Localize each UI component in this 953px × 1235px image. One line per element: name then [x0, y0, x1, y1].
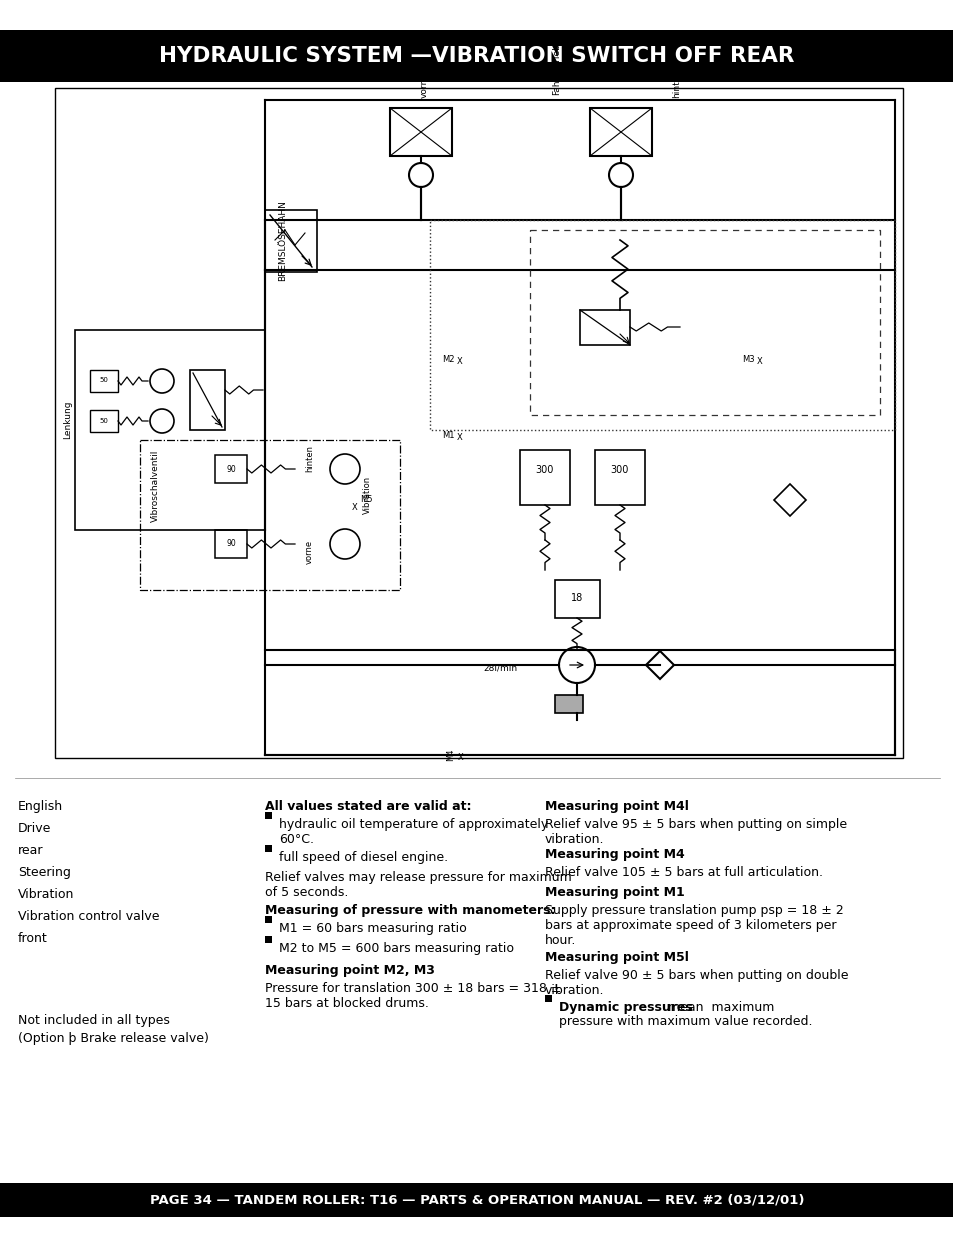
Text: M1: M1 [442, 431, 455, 440]
Text: Dynamic pressures: Dynamic pressures [558, 1002, 692, 1014]
Text: M4: M4 [446, 748, 455, 761]
Text: hinten: hinten [305, 445, 314, 472]
Text: Vibration: Vibration [18, 888, 74, 902]
Text: Relief valves may release pressure for maximum
of 5 seconds.: Relief valves may release pressure for m… [265, 871, 571, 899]
Text: Drive: Drive [18, 823, 51, 835]
Text: Measuring point M1: Measuring point M1 [544, 885, 684, 899]
Text: Pressure for translation 300 ± 18 bars = 318 ±
15 bars at blocked drums.: Pressure for translation 300 ± 18 bars =… [265, 982, 561, 1010]
Text: BREMSLÖSEHAHN: BREMSLÖSEHAHN [278, 200, 287, 280]
Bar [190, 370, 225, 430]
Bar [595, 450, 644, 505]
Text: All values stated are valid at:: All values stated are valid at: [265, 800, 471, 813]
Text: 300: 300 [536, 466, 554, 475]
Text: vorne: vorne [305, 540, 314, 564]
Text: M3: M3 [741, 356, 754, 364]
Text: PAGE 34 — TANDEM ROLLER: T16 — PARTS & OPERATION MANUAL — REV. #2 (03/12/01): PAGE 34 — TANDEM ROLLER: T16 — PARTS & O… [150, 1193, 803, 1207]
Text: hinten: hinten [671, 69, 680, 98]
Bar [544, 995, 552, 1002]
Text: 300: 300 [610, 466, 629, 475]
Text: 28l/min: 28l/min [482, 663, 517, 673]
Text: X: X [456, 432, 462, 441]
Text: English: English [18, 800, 63, 813]
Bar [265, 916, 272, 923]
Text: Measuring point M4l: Measuring point M4l [544, 800, 688, 813]
Bar [265, 811, 272, 819]
Text: 50: 50 [99, 417, 109, 424]
Text: Vibration: Vibration [363, 475, 372, 514]
Text: Relief valve 90 ± 5 bars when putting on double
vibration.: Relief valve 90 ± 5 bars when putting on… [544, 969, 847, 997]
Bar [265, 936, 272, 944]
Bar [265, 210, 316, 272]
Text: Not included in all types: Not included in all types [18, 1014, 170, 1028]
Bar [0, 30, 953, 82]
Text: X: X [352, 504, 357, 513]
Text: Steering: Steering [18, 866, 71, 879]
Text: Supply pressure translation pump psp = 18 ± 2
bars at approximate speed of 3 kil: Supply pressure translation pump psp = 1… [544, 904, 842, 947]
Text: Relief valve 95 ± 5 bars when putting on simple
vibration.: Relief valve 95 ± 5 bars when putting on… [544, 818, 846, 846]
Text: X: X [757, 357, 762, 367]
Bar [589, 107, 651, 156]
Text: (Option þ Brake release valve): (Option þ Brake release valve) [18, 1032, 209, 1045]
Bar [555, 580, 599, 618]
Text: Measuring point M2, M3: Measuring point M2, M3 [265, 965, 435, 977]
Text: HYDRAULIC SYSTEM —VIBRATION SWITCH OFF REAR: HYDRAULIC SYSTEM —VIBRATION SWITCH OFF R… [159, 46, 794, 65]
Text: vorne: vorne [419, 72, 428, 98]
Text: Relief valve 105 ± 5 bars at full articulation.: Relief valve 105 ± 5 bars at full articu… [544, 866, 822, 879]
Bar [0, 1183, 953, 1216]
Text: front: front [18, 932, 48, 945]
Text: X: X [457, 753, 463, 762]
Text: hydraulic oil temperature of approximately
60°C.: hydraulic oil temperature of approximate… [278, 818, 548, 846]
Text: 18: 18 [570, 593, 582, 603]
Text: Measuring point M5l: Measuring point M5l [544, 951, 688, 965]
Text: Vibration control valve: Vibration control valve [18, 910, 159, 923]
Bar [579, 310, 629, 345]
Text: Measuring point M4: Measuring point M4 [544, 848, 684, 861]
Text: mean  maximum: mean maximum [663, 1002, 774, 1014]
Bar [90, 410, 118, 432]
Text: 90: 90 [226, 540, 235, 548]
Text: rear: rear [18, 844, 44, 857]
Bar [390, 107, 452, 156]
Text: 90: 90 [226, 464, 235, 473]
Text: full speed of diesel engine.: full speed of diesel engine. [278, 851, 448, 864]
Text: Vibroschalventil: Vibroschalventil [151, 450, 159, 522]
Text: pressure with maximum value recorded.: pressure with maximum value recorded. [558, 1015, 812, 1028]
Text: M5: M5 [359, 495, 372, 505]
Text: 50: 50 [99, 377, 109, 383]
Text: M1 = 60 bars measuring ratio: M1 = 60 bars measuring ratio [278, 923, 466, 935]
Text: Fahrantrieb: Fahrantrieb [552, 43, 561, 95]
Bar [265, 845, 272, 852]
Bar [75, 330, 265, 530]
Text: M2 to M5 = 600 bars measuring ratio: M2 to M5 = 600 bars measuring ratio [278, 942, 514, 955]
Text: Lenkung: Lenkung [64, 400, 72, 440]
Bar [519, 450, 569, 505]
Text: X: X [456, 357, 462, 367]
Bar [214, 454, 247, 483]
Text: Measuring of pressure with manometers:: Measuring of pressure with manometers: [265, 904, 555, 918]
Bar [55, 88, 902, 758]
Bar [214, 530, 247, 558]
Bar [555, 695, 582, 713]
Text: M2: M2 [442, 356, 455, 364]
Bar [90, 370, 118, 391]
